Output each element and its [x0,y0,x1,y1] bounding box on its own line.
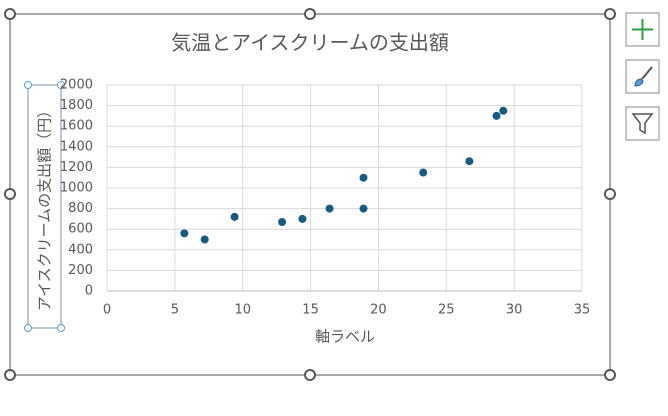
x-tick-label: 30 [506,303,523,318]
label-handles [24,81,65,332]
point [359,173,368,182]
x-tick-label: 15 [302,303,319,318]
point [230,212,239,221]
chart-title: 気温とアイスクリームの支出額 [171,31,449,55]
y-tick-label: 2000 [60,78,93,93]
x-tick-label: 35 [574,303,591,318]
selection-box [27,84,62,329]
chart-filters-button[interactable] [625,106,660,141]
point [200,235,209,244]
chart-area[interactable] [9,13,611,376]
chart-elements-button[interactable] [625,12,660,47]
y-tick-label: 0 [85,284,93,299]
y-tick-label: 400 [68,242,93,257]
y-tick-label: 200 [68,263,93,278]
chart-styles-button[interactable] [625,59,660,94]
y-tick-label: 1400 [60,139,93,154]
x-tick-label: 20 [370,303,387,318]
x-axis-label: 軸ラベル [315,328,375,346]
point [325,204,334,213]
y-tick-label: 1200 [60,160,93,175]
y-tick-label: 800 [68,201,93,216]
y-tick-label: 1000 [60,181,93,196]
point [465,157,474,166]
resize-handles[interactable] [4,8,616,381]
y-axis-label[interactable]: アイスクリームの支出額（円） [36,103,54,311]
x-tick-label: 0 [103,303,111,318]
point [359,204,368,213]
point [180,229,189,238]
point [492,111,501,120]
y-tick-label: 1600 [60,119,93,134]
x-tick-label: 10 [234,303,251,318]
point [419,168,428,177]
point [278,217,287,226]
y-tick-label: 1800 [60,98,93,113]
point [499,106,508,115]
x-tick-label: 25 [438,303,455,318]
x-tick-label: 5 [171,303,179,318]
y-tick-label: 600 [68,222,93,237]
point [298,214,307,223]
